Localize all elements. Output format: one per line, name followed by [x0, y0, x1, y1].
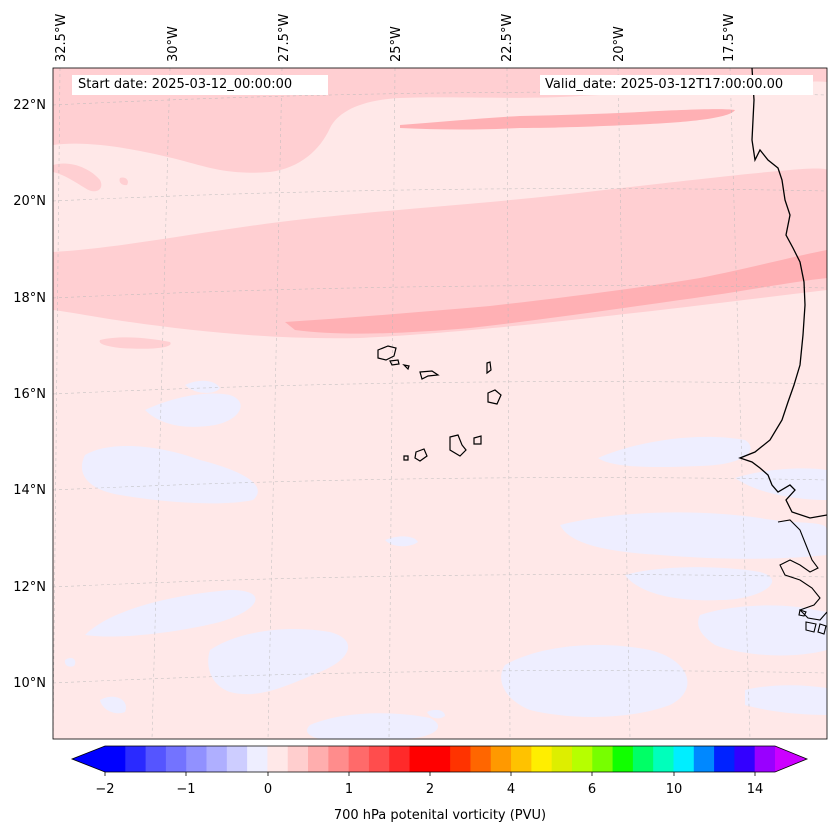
- african-coastline: [738, 68, 827, 519]
- colorbar-segment: [368, 746, 390, 772]
- lat-label: 18°N: [13, 291, 46, 306]
- colorbar-segment: [551, 746, 573, 772]
- bijagos-islands: [798, 609, 827, 635]
- colorbar-max-arrow: [775, 746, 807, 772]
- colorbar-tick-label: 0: [263, 782, 273, 797]
- colorbar-segment: [389, 746, 411, 772]
- colorbar-segment: [571, 746, 593, 772]
- colorbar-tick-label: 6: [587, 782, 597, 797]
- colorbar-tick-label: −1: [176, 782, 196, 797]
- lat-label: 22°N: [13, 98, 46, 113]
- lat-label: 20°N: [13, 194, 46, 209]
- colorbar-segment: [308, 746, 329, 772]
- colorbar-segment: [409, 746, 431, 772]
- colorbar: [70, 745, 809, 776]
- colorbar-segment: [105, 746, 126, 772]
- cape-verde-islands: [377, 345, 502, 462]
- colorbar-tick-label: 10: [665, 782, 683, 797]
- map-gridlines: [53, 68, 827, 739]
- medium-pv-areas: [285, 109, 827, 334]
- colorbar-segment: [186, 746, 208, 772]
- colorbar-tick-label: 4: [506, 782, 516, 797]
- colorbar-tick-label: −2: [95, 782, 115, 797]
- colorbar-segment: [125, 746, 147, 772]
- colorbar-segment: [206, 746, 228, 772]
- colorbar-segment: [632, 746, 654, 772]
- map-frame: [52, 67, 828, 740]
- colorbar-segment: [348, 746, 370, 772]
- colorbar-segment: [592, 746, 614, 772]
- colorbar-segment: [450, 746, 471, 772]
- colorbar-tick-label: 2: [425, 782, 435, 797]
- colorbar-segment: [247, 746, 268, 772]
- colorbar-segment: [165, 746, 187, 772]
- colorbar-title: 700 hPa potenital vorticity (PVU): [333, 808, 547, 823]
- colorbar-segment: [653, 746, 674, 772]
- colorbar-segment: [754, 746, 776, 772]
- colorbar-segment: [531, 746, 553, 772]
- start-date-label: Start date: 2025-03-12_00:00:00: [72, 75, 328, 95]
- colorbar-segment: [470, 746, 492, 772]
- colorbar-segment: [693, 746, 715, 772]
- lat-label: 10°N: [13, 676, 46, 691]
- colorbar-tick-label: 1: [344, 782, 354, 797]
- lat-label: 14°N: [13, 483, 46, 498]
- colorbar-tick-label: 14: [746, 782, 764, 797]
- lat-label: 12°N: [13, 580, 46, 595]
- colorbar-min-arrow: [72, 746, 105, 772]
- colorbar-segment: [145, 746, 167, 772]
- colorbar-segment: [287, 746, 309, 772]
- negative-pv-areas: [64, 380, 827, 739]
- valid-date-label: Valid_date: 2025-03-12T17:00:00.00: [540, 75, 813, 95]
- colorbar-segment: [612, 746, 634, 772]
- colorbar-segment: [714, 746, 735, 772]
- colorbar-segment: [226, 746, 248, 772]
- colorbar-segment: [511, 746, 532, 772]
- colorbar-segment: [673, 746, 695, 772]
- lat-label: 16°N: [13, 387, 46, 402]
- colorbar-segment: [429, 746, 451, 772]
- colorbar-segment: [328, 746, 350, 772]
- colorbar-segment: [734, 746, 756, 772]
- colorbar-segment: [490, 746, 512, 772]
- colorbar-segment: [267, 746, 289, 772]
